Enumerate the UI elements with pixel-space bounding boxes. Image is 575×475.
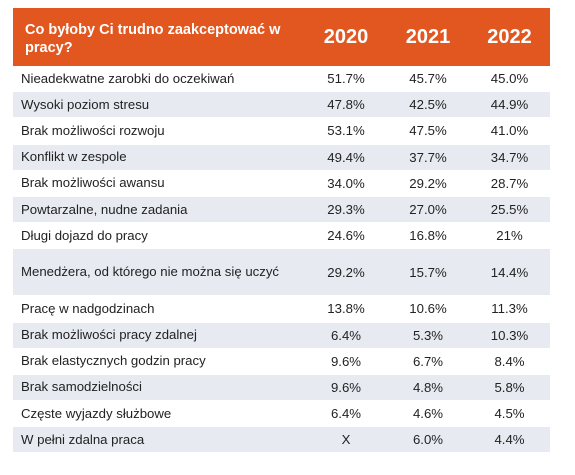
table-row: Konflikt w zespole 49.4% 37.7% 34.7% <box>13 144 550 171</box>
header-row: Co byłoby Ci trudno zaakceptować w pracy… <box>13 8 550 66</box>
table-row: Wysoki poziom stresu 47.8% 42.5% 44.9% <box>13 91 550 119</box>
cell-value-2021: 10.6% <box>387 295 469 323</box>
cell-value-2021: 15.7% <box>387 248 469 297</box>
cell-value-2021: 4.6% <box>387 400 469 428</box>
row-label: Konflikt w zespole <box>13 144 305 171</box>
cell-value-2020: X <box>305 426 387 454</box>
cell-value-2020: 51.7% <box>305 66 387 93</box>
cell-value-2022: 5.8% <box>469 374 550 402</box>
cell-value-2021: 42.5% <box>387 91 469 119</box>
table-row: Pracę w nadgodzinach 13.8% 10.6% 11.3% <box>13 295 550 323</box>
cell-value-2022: 4.4% <box>469 426 550 454</box>
table-row: Powtarzalne, nudne zadania 29.3% 27.0% 25.5… <box>13 196 550 224</box>
table-row: Częste wyjazdy służbowe 6.4% 4.6% 4.5% <box>13 400 550 428</box>
row-label: Powtarzalne, nudne zadania <box>13 196 305 224</box>
cell-value-2022: 28.7% <box>469 170 550 197</box>
cell-value-2020: 6.4% <box>305 400 387 428</box>
cell-value-2021: 29.2% <box>387 170 469 197</box>
table-row: Menedżera, od którego nie można się uczy… <box>13 248 550 297</box>
cell-value-2022: 41.0% <box>469 117 550 145</box>
cell-value-2020: 9.6% <box>305 348 387 375</box>
cell-value-2022: 25.5% <box>469 196 550 224</box>
cell-value-2022: 34.7% <box>469 144 550 171</box>
cell-value-2022: 45.0% <box>469 66 550 93</box>
row-label: Wysoki poziom stresu <box>13 91 305 119</box>
table-title: Co byłoby Ci trudno zaakceptować w pracy… <box>13 8 305 66</box>
cell-value-2020: 9.6% <box>305 374 387 402</box>
cell-value-2021: 5.3% <box>387 322 469 349</box>
cell-value-2021: 27.0% <box>387 196 469 224</box>
row-label: Częste wyjazdy służbowe <box>13 400 305 428</box>
survey-table-container: Co byłoby Ci trudno zaakceptować w pracy… <box>13 8 550 454</box>
row-label: Brak możliwości rozwoju <box>13 117 305 145</box>
column-header-2021: 2021 <box>387 8 469 66</box>
table-row: Długi dojazd do pracy 24.6% 16.8% 21% <box>13 222 550 250</box>
cell-value-2022: 14.4% <box>469 248 550 297</box>
table-body: Nieadekwatne zarobki do oczekiwań 51.7% 45… <box>13 66 550 454</box>
cell-value-2021: 45.7% <box>387 66 469 93</box>
row-label: Brak samodzielności <box>13 374 305 402</box>
cell-value-2020: 49.4% <box>305 144 387 171</box>
column-header-2022: 2022 <box>469 8 550 66</box>
table-row: Nieadekwatne zarobki do oczekiwań 51.7% 45… <box>13 66 550 93</box>
cell-value-2021: 4.8% <box>387 374 469 402</box>
cell-value-2021: 6.0% <box>387 426 469 454</box>
cell-value-2020: 29.2% <box>305 248 387 297</box>
cell-value-2020: 53.1% <box>305 117 387 145</box>
row-label: Nieadekwatne zarobki do oczekiwań <box>13 66 305 93</box>
cell-value-2021: 16.8% <box>387 222 469 250</box>
cell-value-2020: 47.8% <box>305 91 387 119</box>
cell-value-2020: 13.8% <box>305 295 387 323</box>
cell-value-2021: 37.7% <box>387 144 469 171</box>
table-row: W pełni zdalna praca X 6.0% 4.4% <box>13 426 550 454</box>
cell-value-2020: 6.4% <box>305 322 387 349</box>
cell-value-2020: 29.3% <box>305 196 387 224</box>
row-label: Pracę w nadgodzinach <box>13 295 305 323</box>
column-header-2020: 2020 <box>305 8 387 66</box>
cell-value-2021: 47.5% <box>387 117 469 145</box>
cell-value-2022: 4.5% <box>469 400 550 428</box>
cell-value-2020: 24.6% <box>305 222 387 250</box>
cell-value-2022: 10.3% <box>469 322 550 349</box>
row-label: Brak możliwości pracy zdalnej <box>13 322 305 349</box>
table-row: Brak elastycznych godzin pracy 9.6% 6.7% 8.… <box>13 348 550 375</box>
row-label: Brak możliwości awansu <box>13 170 305 197</box>
cell-value-2021: 6.7% <box>387 348 469 375</box>
cell-value-2022: 8.4% <box>469 348 550 375</box>
survey-table: Co byłoby Ci trudno zaakceptować w pracy… <box>13 8 550 454</box>
row-label: Menedżera, od którego nie można się uczy… <box>13 248 305 297</box>
row-label: W pełni zdalna praca <box>13 426 305 454</box>
table-row: Brak możliwości pracy zdalnej 6.4% 5.3% 10.… <box>13 322 550 349</box>
cell-value-2022: 44.9% <box>469 91 550 119</box>
table-row: Brak możliwości rozwoju 53.1% 47.5% 41.0% <box>13 117 550 145</box>
row-label: Brak elastycznych godzin pracy <box>13 348 305 375</box>
cell-value-2022: 11.3% <box>469 295 550 323</box>
table-row: Brak samodzielności 9.6% 4.8% 5.8% <box>13 374 550 402</box>
cell-value-2022: 21% <box>469 222 550 250</box>
row-label: Długi dojazd do pracy <box>13 222 305 250</box>
cell-value-2020: 34.0% <box>305 170 387 197</box>
table-row: Brak możliwości awansu 34.0% 29.2% 28.7% <box>13 170 550 197</box>
